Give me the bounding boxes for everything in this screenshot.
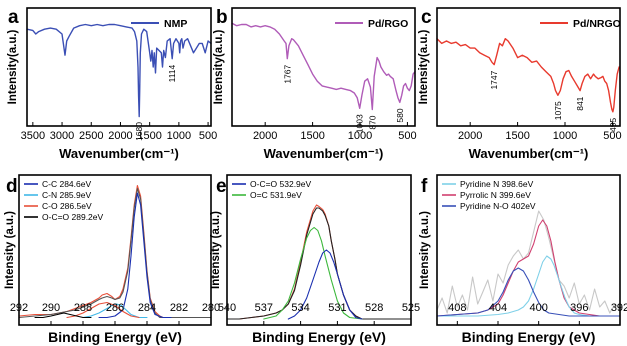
- legend-label: Pd/NRGO: [573, 18, 621, 30]
- x-tick-label: 1500: [300, 130, 324, 142]
- x-tick-label: 280: [202, 302, 220, 314]
- plot-frame: [436, 7, 621, 127]
- x-tick-label: 2000: [253, 130, 277, 142]
- peak-annotation: 1680: [134, 122, 144, 141]
- plot-frame: [26, 7, 212, 127]
- panel-e: 540 537 534 531 528 525 e Intensity (a.u.) Bindi…: [210, 174, 420, 345]
- x-tick-label: 392: [611, 302, 627, 314]
- legend-label: O=C 531.9eV: [250, 190, 302, 200]
- x-tick-label: 2000: [458, 130, 482, 142]
- panel-f: 408 404 400 396 392 f Intensity (a.u.) Binding …: [419, 174, 627, 345]
- x-axis-label: Wavenumber(cm⁻¹): [469, 146, 589, 161]
- series-line-c-c-284-6ev: [98, 192, 172, 319]
- peak-annotation: 1114: [167, 64, 177, 82]
- x-tick-label: 531: [328, 302, 346, 314]
- legend-label: Pyridine N 398.6eV: [460, 179, 534, 189]
- series-line-pyrrolic-n-399-6ev: [436, 219, 621, 317]
- series-line-o-c-531-9ev: [287, 249, 363, 320]
- x-tick-label: 3500: [21, 130, 45, 142]
- x-tick-label: 286: [106, 302, 124, 314]
- x-tick-label: 534: [291, 302, 309, 314]
- legend-label: Pyridine N-O 402eV: [460, 201, 536, 211]
- legend-label: Pd/RGO: [368, 18, 408, 30]
- x-tick-label: 1000: [348, 130, 372, 142]
- series-line-c-n-285-9ev: [82, 303, 148, 319]
- x-tick-label: 1500: [137, 130, 161, 142]
- panel-letter: e: [216, 176, 227, 197]
- panel-letter: f: [421, 176, 428, 197]
- panel-letter: b: [216, 7, 228, 28]
- x-axis-label: Binding Energy (eV): [462, 329, 596, 345]
- y-axis-label: Intensity(a.u.): [7, 29, 19, 104]
- x-tick-label: 2500: [79, 130, 103, 142]
- x-tick-label: 525: [402, 302, 420, 314]
- panel-a: 3500 3000 2500 2000 1500 1000 500 aIntensity(a.…: [7, 7, 217, 161]
- panel-letter: c: [421, 7, 432, 28]
- legend-label: NMP: [164, 18, 187, 30]
- x-axis-label: Wavenumber(cm⁻¹): [264, 146, 384, 161]
- x-tick-label: 408: [448, 302, 466, 314]
- x-tick-label: 540: [218, 302, 236, 314]
- peak-annotation: 870: [367, 115, 377, 129]
- peak-annotation: 495: [608, 118, 618, 132]
- legend-label: C-N 285.9eV: [42, 190, 91, 200]
- x-tick-label: 3000: [50, 130, 74, 142]
- legend-label: C-C 284.6eV: [42, 179, 91, 189]
- series-line-o-c-o-289-2ev: [34, 312, 92, 319]
- x-tick-label: 292: [10, 302, 28, 314]
- series-line-nmp: [26, 23, 212, 118]
- panel-letter: a: [8, 7, 19, 28]
- peak-annotation: 1075: [553, 101, 563, 120]
- series-line-c-o-286-5ev: [66, 301, 140, 319]
- x-tick-label: 282: [170, 302, 188, 314]
- x-tick-label: 500: [398, 130, 416, 142]
- x-tick-label: 404: [489, 302, 507, 314]
- x-tick-label: 290: [42, 302, 60, 314]
- x-axis-label: Binding Energy (eV): [48, 329, 182, 345]
- x-tick-label: 1000: [167, 130, 191, 142]
- x-axis-label: Wavenumber(cm⁻¹): [59, 146, 179, 161]
- x-tick-label: 500: [199, 130, 217, 142]
- legend-label: O-C=O 532.9eV: [250, 179, 312, 189]
- series-line-pyridine-n-o-402ev: [436, 267, 621, 317]
- x-tick-label: 288: [74, 302, 92, 314]
- series-line-pd-rgo: [231, 22, 416, 111]
- y-axis-label: Intensity(a.u.): [418, 29, 430, 104]
- series-line-o-c-o-532-9ev: [263, 226, 363, 320]
- x-tick-label: 396: [570, 302, 588, 314]
- panel-d: 292 290 288 286 284 282 280 d Intensity (a.u.) Bi…: [4, 174, 220, 345]
- series-line-pd-nrgo: [436, 38, 620, 113]
- x-axis-label: Binding Energy (eV): [252, 329, 386, 345]
- x-tick-label: 537: [255, 302, 273, 314]
- plot-frame: [231, 7, 416, 127]
- x-tick-label: 284: [138, 302, 156, 314]
- series-line-pyridine-n-398-6ev: [436, 255, 621, 317]
- series-line-raw: [436, 210, 621, 314]
- y-axis-label: Intensity (a.u.): [419, 211, 431, 289]
- peak-annotation: 580: [395, 108, 405, 122]
- x-tick-label: 1500: [505, 130, 529, 142]
- y-axis-label: Intensity (a.u.): [210, 211, 222, 289]
- peak-annotation: 841: [575, 96, 585, 110]
- y-axis-label: Intensity(a.u.): [213, 29, 225, 104]
- legend-label: Pyrrolic N 399.6eV: [460, 190, 531, 200]
- plot-frame: [226, 174, 412, 326]
- peak-annotation: 1767: [282, 64, 292, 83]
- plot-frame: [436, 174, 621, 326]
- x-tick-label: 500: [603, 130, 621, 142]
- legend-label: C-O 286.5eV: [42, 201, 92, 211]
- y-axis-label: Intensity (a.u.): [4, 211, 16, 289]
- series-line-envelope: [18, 187, 212, 319]
- x-tick-label: 2000: [108, 130, 132, 142]
- x-tick-label: 400: [529, 302, 547, 314]
- legend-label: O-C=O 289.2eV: [42, 212, 104, 222]
- peak-annotation: 1747: [489, 70, 499, 89]
- peak-annotation: 1003: [355, 114, 365, 133]
- x-tick-label: 1000: [553, 130, 577, 142]
- panel-letter: d: [6, 176, 18, 197]
- x-tick-label: 528: [365, 302, 383, 314]
